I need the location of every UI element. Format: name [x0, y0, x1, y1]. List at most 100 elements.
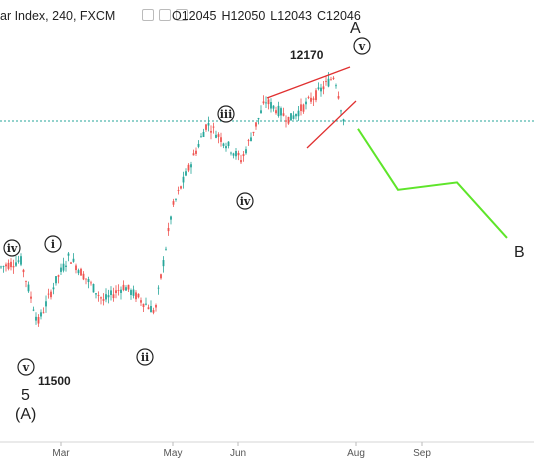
candle-84 [210, 125, 212, 140]
candle-50 [125, 285, 127, 291]
candle-26 [65, 260, 67, 272]
gear-icon[interactable] [159, 9, 172, 21]
eye-icon[interactable] [142, 9, 154, 21]
candle-69 [172, 198, 175, 207]
candle-133 [332, 76, 335, 81]
ohlc-readout: O12045 H12050 L12043 C12046 [172, 9, 361, 23]
candle-118 [295, 113, 297, 120]
candle-19 [47, 288, 50, 299]
candle-27 [67, 251, 70, 262]
candle-103 [257, 117, 260, 125]
candle-111 [277, 101, 280, 118]
indicator-controls [142, 9, 189, 24]
ending-diagonal-wedge [266, 66, 357, 149]
candle-61 [152, 307, 155, 315]
wave-i-marker: i [44, 235, 62, 253]
x-tick-label-jun: Jun [230, 448, 246, 459]
ohlc-high-value: 12050 [230, 9, 266, 23]
candle-11 [27, 281, 30, 293]
candle-136 [340, 109, 342, 116]
candle-60 [150, 300, 152, 313]
candle-100 [250, 132, 252, 142]
ohlc-close-key: C [317, 9, 327, 23]
candle-124 [310, 92, 312, 105]
candle-75 [187, 163, 190, 173]
candle-74 [185, 168, 187, 177]
candle-4 [10, 258, 12, 271]
ohlc-close-value: 12046 [326, 9, 361, 23]
candle-86 [215, 130, 217, 139]
candle-79 [197, 140, 200, 149]
candle-21 [52, 282, 55, 295]
wave-ii-marker: ii [136, 348, 154, 366]
candle-99 [247, 138, 250, 146]
ohlc-high-key: H [221, 9, 231, 23]
candle-41 [102, 293, 105, 306]
x-tick-labels: Mar May Jun Aug Sep [52, 442, 431, 459]
candle-12 [30, 291, 32, 304]
candle-0 [0, 265, 2, 269]
candle-105 [262, 95, 265, 105]
candle-108 [270, 98, 272, 113]
candle-116 [290, 113, 292, 121]
candle-80 [200, 133, 202, 138]
candle-93 [232, 152, 235, 159]
candle-102 [255, 122, 257, 130]
svg-text:iv: iv [240, 195, 251, 208]
candle-5 [12, 259, 15, 274]
candle-107 [267, 96, 270, 110]
svg-text:ii: ii [141, 351, 149, 364]
x-tick-label-aug: Aug [347, 448, 365, 459]
close-icon[interactable] [176, 9, 189, 21]
candle-37 [92, 283, 95, 293]
candle-68 [170, 215, 172, 225]
wave-5-label: 5 [21, 387, 30, 404]
candle-104 [260, 105, 262, 114]
candle-46 [115, 285, 117, 299]
candle-48 [120, 286, 122, 300]
candle-54 [135, 290, 137, 302]
candle-49 [122, 280, 125, 292]
candle-115 [287, 116, 290, 125]
candle-132 [330, 76, 332, 81]
candle-57 [142, 303, 145, 312]
candle-17 [42, 307, 45, 314]
wedge-upper-line[interactable] [266, 66, 351, 99]
svg-text:iii: iii [220, 108, 233, 121]
candle-52 [130, 288, 132, 300]
candle-28 [70, 261, 72, 264]
candle-81 [202, 128, 205, 138]
candle-78 [195, 147, 197, 156]
candle-135 [337, 91, 340, 100]
candle-101 [252, 131, 255, 137]
candle-39 [97, 291, 100, 302]
candle-130 [325, 76, 327, 86]
wedge-lower-line[interactable] [306, 100, 357, 149]
candle-119 [297, 105, 300, 121]
candle-106 [265, 96, 267, 108]
ohlc-open-key: O [172, 9, 182, 23]
candle-96 [240, 154, 242, 164]
wave-v-right-marker: v [353, 37, 371, 55]
candle-97 [242, 151, 245, 162]
candle-73 [182, 171, 185, 189]
price-low-label: 11500 [38, 374, 71, 388]
wave-b-label: B [514, 244, 525, 261]
candle-72 [180, 185, 182, 190]
candle-30 [75, 263, 77, 274]
candle-42 [105, 288, 107, 303]
candle-64 [160, 273, 162, 280]
candle-44 [110, 286, 112, 301]
candle-137 [342, 118, 345, 126]
candle-91 [227, 141, 230, 149]
x-tick-label-sep: Sep [413, 448, 431, 459]
candle-87 [217, 132, 220, 144]
candle-45 [112, 287, 115, 302]
wave-iii-marker: iii [217, 105, 235, 123]
candle-90 [225, 142, 227, 152]
candle-83 [207, 116, 210, 132]
candle-55 [137, 293, 140, 299]
svg-text:iv: iv [7, 242, 18, 255]
candle-6 [15, 256, 17, 267]
